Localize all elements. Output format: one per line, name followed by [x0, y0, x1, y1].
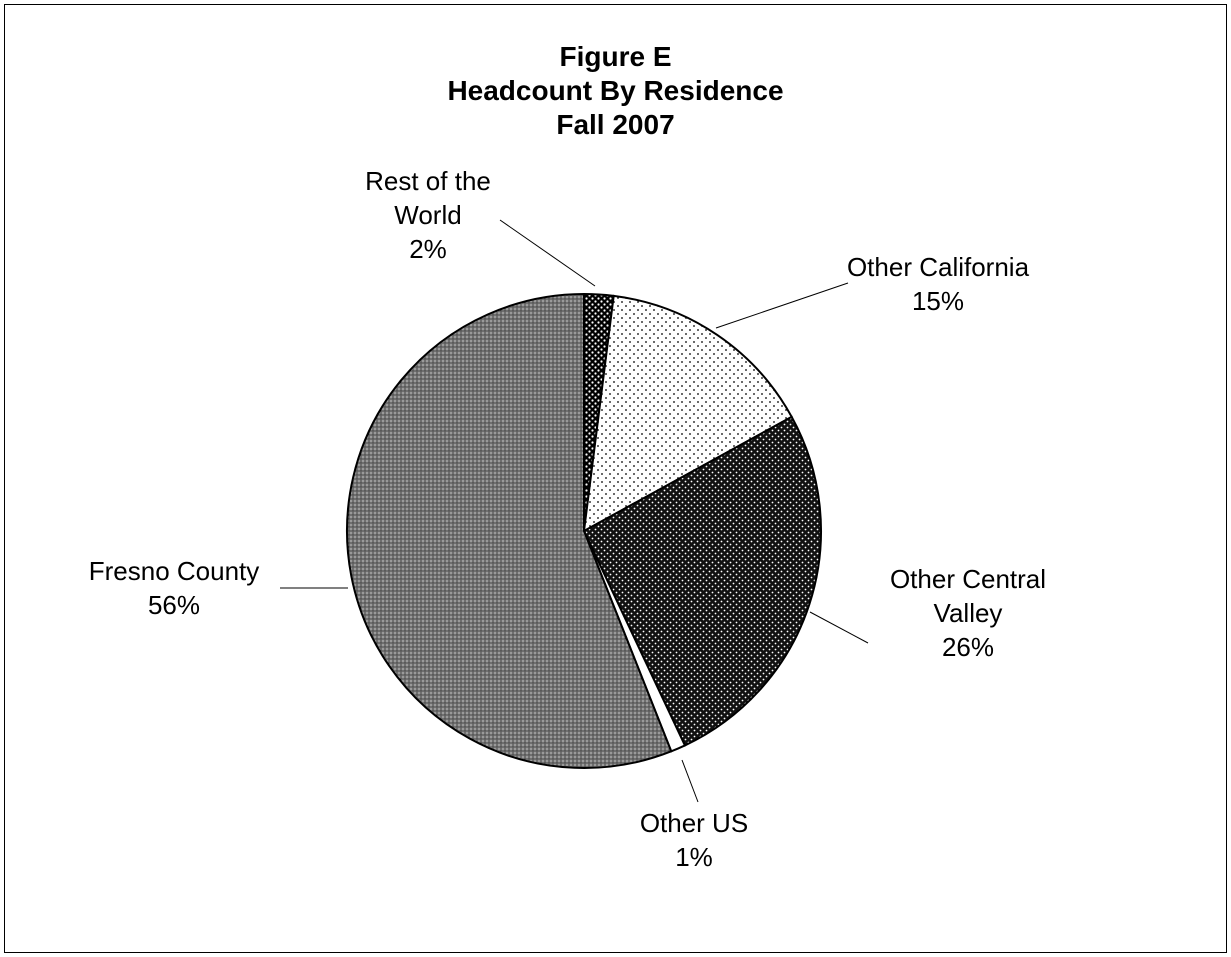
slice-name-label-0: World	[394, 200, 461, 230]
chart-title: Figure E Headcount By Residence Fall 200…	[0, 40, 1231, 142]
slice-label-0: Rest of the World 2%	[365, 166, 491, 264]
slice-value-label-2: 26%	[942, 632, 994, 662]
chart-title-line-1: Figure E	[559, 41, 672, 72]
chart-title-line-2: Headcount By Residence	[447, 75, 784, 106]
slice-value-label-4: 56%	[148, 590, 200, 620]
slice-value-label-0: 2%	[409, 234, 447, 264]
slice-value-label-3: 1%	[675, 842, 713, 872]
slice-value-label-1: 15%	[912, 286, 964, 316]
leader-line-2	[809, 611, 869, 644]
slice-name-label-4: Fresno County	[89, 556, 260, 586]
chart-title-line-3: Fall 2007	[556, 109, 675, 140]
slice-name-label-2: Valley	[934, 598, 1003, 628]
pie-slice-1	[582, 294, 794, 533]
slice-name-label-1: Other California	[847, 252, 1030, 282]
slice-label-4: Fresno County 56%	[89, 556, 260, 620]
pie-slice-4	[346, 292, 673, 769]
slice-name-label-3: Other US	[640, 808, 748, 838]
slice-name-label-0: Rest of the	[365, 166, 491, 196]
leader-line-1	[715, 282, 849, 329]
leader-line-3	[681, 759, 699, 803]
slice-label-3: Other US 1%	[640, 808, 748, 872]
slice-name-label-2: Other Central	[890, 564, 1046, 594]
leader-line-0	[499, 219, 596, 287]
slice-label-1: Other California 15%	[847, 252, 1030, 316]
slice-label-2: Other Central Valley 26%	[890, 564, 1046, 662]
pie-slice-2	[582, 415, 822, 747]
